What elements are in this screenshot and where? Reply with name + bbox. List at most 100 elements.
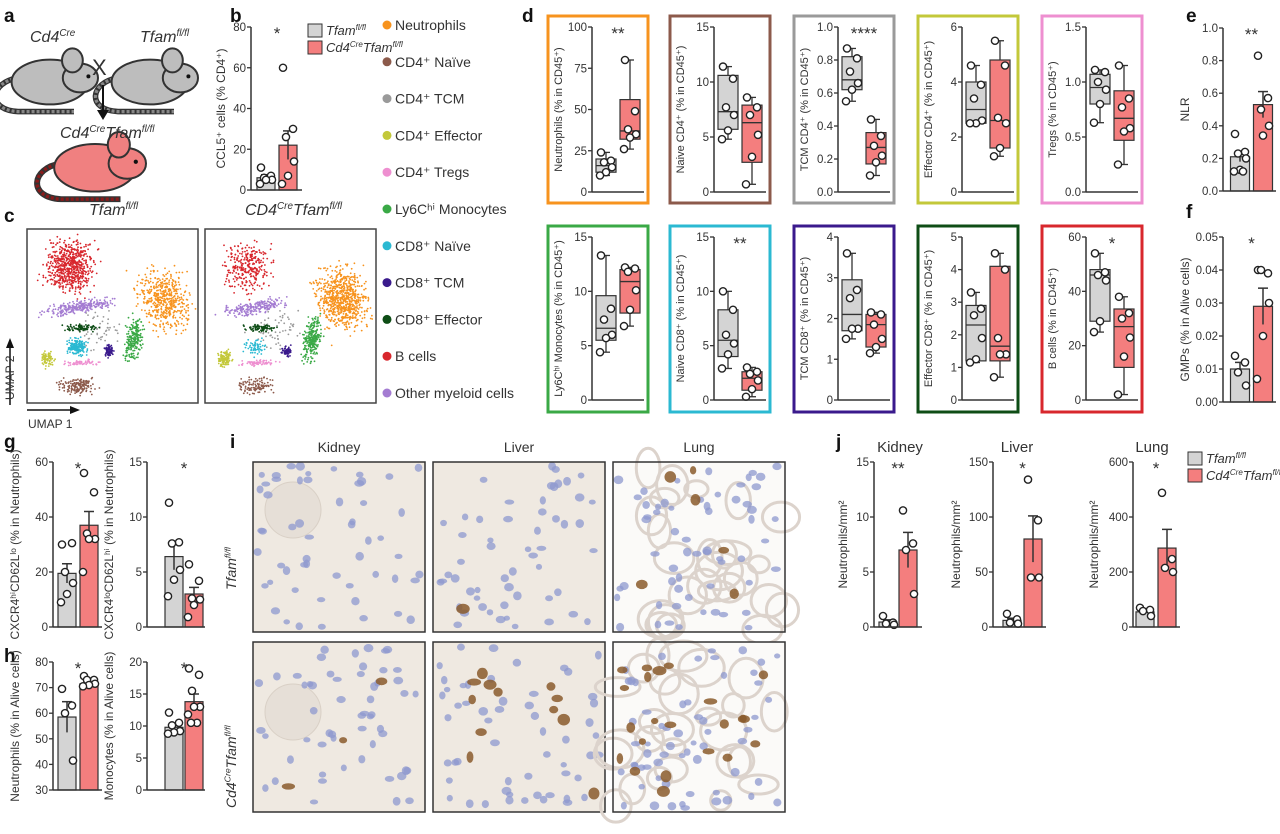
umap-cell (125, 341, 128, 343)
stained-neutrophil (689, 466, 697, 475)
umap-cell (257, 327, 260, 330)
umap-cell (356, 313, 358, 316)
umap-cell (67, 326, 70, 328)
umap-cell (270, 261, 273, 264)
umap-cell (258, 383, 261, 385)
umap-cell (345, 297, 347, 300)
superscript: fl/fl (392, 40, 402, 49)
umap-cell (53, 258, 56, 260)
umap-cell (62, 291, 65, 294)
umap-cell (278, 361, 281, 363)
umap-cell (73, 273, 76, 276)
umap-cell (308, 328, 311, 330)
umap-cell (79, 253, 81, 256)
umap-cell (352, 288, 354, 291)
umap-cell (276, 304, 278, 307)
umap-cell (47, 268, 50, 270)
umap-cell (187, 309, 190, 312)
nucleus (705, 467, 713, 476)
umap-cell (51, 246, 54, 249)
umap-cell (81, 344, 84, 346)
umap-cell (246, 293, 248, 296)
umap-cell (140, 344, 142, 347)
umap-cell (181, 271, 184, 274)
umap-cell (286, 351, 289, 354)
umap-cell (113, 304, 116, 307)
legend-label-mutant: Cd4CreTfamfl/fl (326, 40, 403, 55)
nucleus (302, 554, 311, 563)
umap-cell (167, 290, 170, 293)
umap-cell (233, 265, 236, 268)
umap-cell (136, 330, 139, 333)
umap-cell (238, 276, 241, 278)
nucleus (262, 784, 269, 792)
umap-cell (248, 298, 251, 301)
umap-cell (279, 331, 281, 334)
umap-cell (241, 314, 244, 317)
umap-cell (85, 259, 87, 262)
umap-cell (253, 364, 256, 367)
nucleus (511, 623, 519, 630)
nucleus (545, 595, 554, 602)
nucleus (761, 538, 770, 544)
umap-cell (266, 381, 269, 384)
nucleus (720, 671, 728, 679)
umap-cell (241, 255, 244, 258)
umap-cell (268, 327, 271, 330)
umap-cell (98, 301, 101, 304)
umap-cell (160, 320, 162, 322)
umap-cell (255, 272, 258, 275)
nucleus (504, 583, 514, 592)
umap-cell (251, 328, 254, 331)
umap-cell (150, 285, 153, 288)
nucleus (748, 792, 755, 801)
umap-cell (87, 337, 90, 340)
umap-cell (73, 325, 75, 328)
umap-cell (352, 312, 355, 314)
umap-cell (66, 280, 69, 283)
nucleus (457, 558, 465, 565)
umap-cell (77, 246, 79, 249)
umap-cell (41, 359, 43, 361)
umap-cell (83, 302, 86, 305)
umap-cell (55, 381, 58, 384)
umap-cell (106, 351, 109, 354)
umap-cell (327, 327, 330, 330)
umap-cell (64, 248, 67, 251)
umap-cell (183, 308, 186, 310)
umap-cell (162, 303, 164, 306)
umap-cell (81, 363, 84, 366)
umap-cell (74, 345, 77, 348)
umap-cell (68, 251, 71, 254)
umap-cell (49, 262, 52, 265)
umap-cell (38, 273, 41, 276)
umap-cell (322, 335, 325, 338)
legend-label-mutant: Cd4CreTfamfl/fl (1206, 468, 1280, 483)
umap-cell (191, 303, 194, 305)
umap-cell (73, 248, 76, 250)
umap-cell (173, 264, 176, 267)
umap-cell (252, 384, 254, 386)
umap-cell (92, 349, 95, 351)
panel-label-c: c (4, 206, 15, 227)
umap-cell (160, 282, 163, 285)
umap-cell (234, 253, 237, 256)
umap-cell (167, 323, 170, 326)
umap-cell (109, 345, 112, 348)
nucleus (451, 759, 460, 766)
umap-cell (315, 331, 318, 334)
umap-cell (303, 348, 306, 351)
umap-cell (136, 342, 139, 344)
superscript: fl/fl (329, 201, 342, 212)
nucleus (286, 755, 294, 764)
umap-cell (73, 327, 76, 329)
umap-cell (71, 380, 74, 382)
umap-cell (335, 283, 338, 286)
umap-cell (312, 339, 315, 342)
umap-cell (67, 388, 70, 391)
umap-cell (353, 274, 356, 277)
umap-cell (227, 356, 230, 358)
nucleus (332, 572, 341, 579)
nucleus (751, 714, 759, 720)
umap-cell (64, 277, 67, 280)
